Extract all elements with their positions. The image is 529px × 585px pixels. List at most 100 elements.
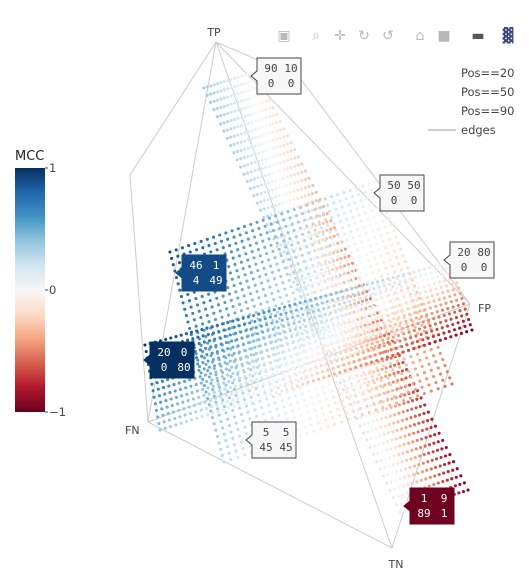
data-point [401,253,405,258]
data-point [368,294,372,298]
data-point [340,306,344,310]
data-point [351,215,355,219]
modebar[interactable]: ▣Download plot as a png ⌕Zoom ✛Pan ↻Orbital… [277,26,513,44]
data-point [405,408,410,413]
hover-toggle-icon[interactable]: ▬Toggle show closest data on hover [471,28,484,44]
data-point [385,440,390,444]
data-point [362,246,366,250]
data-point [425,278,429,282]
annotation-tp90: 90 100 0 [250,57,302,95]
data-point [266,380,270,384]
data-point [366,430,370,434]
data-point [313,228,317,232]
data-point [285,200,289,204]
legend-item[interactable]: Pos==20 [461,66,514,80]
data-point [321,274,325,278]
data-point [290,222,294,226]
data-point [338,273,342,277]
data-point [201,350,205,354]
data-point [323,391,327,395]
data-point [420,297,424,301]
data-point [284,245,288,249]
data-point [431,450,435,454]
data-point [180,246,184,250]
vertex-label-fn: FN [125,424,140,437]
data-point [398,444,402,448]
plotly-logo-icon[interactable]: ▓Produced with Plotly [503,26,514,44]
data-point [285,272,289,276]
orbit-rotation-icon[interactable]: ↻Orbital rotation [358,28,370,44]
camera-icon[interactable]: ▣Download plot as a png [277,28,290,44]
data-point [369,318,373,322]
data-point [367,371,372,375]
data-point [292,189,296,193]
data-point [338,327,342,331]
data-point [344,411,348,415]
pan-icon[interactable]: ✛Pan [334,28,346,44]
data-point [297,364,301,368]
data-point [319,271,323,275]
data-point [162,420,166,424]
data-point [441,291,445,295]
data-point [389,288,393,292]
data-point [418,309,422,313]
data-point [274,162,279,166]
data-point [300,253,304,257]
data-point [215,296,219,300]
data-point [246,258,250,262]
data-point [336,386,340,390]
home-icon[interactable]: ⌂Reset camera to default [416,28,425,44]
data-point [311,243,315,247]
data-point [396,274,400,278]
data-point [357,333,361,338]
data-point [211,388,215,392]
data-point [211,235,216,239]
matrix-cell: 0 [181,346,188,359]
turntable-rotation-icon[interactable]: ↺Turntable rotation [382,28,394,44]
data-point [338,392,342,397]
data-point [217,385,221,389]
data-point [207,244,211,248]
data-point [249,292,253,296]
data-point [396,494,400,498]
data-point [277,316,281,320]
data-point [357,358,361,362]
data-point [239,157,243,161]
data-point [346,369,350,373]
data-point [392,454,396,458]
data-point [293,297,297,301]
data-point [420,314,424,319]
legend-item[interactable]: Pos==50 [461,85,514,99]
data-point [311,402,315,406]
data-point [280,389,284,393]
data-point [260,406,264,410]
camera-view-icon[interactable]: ■Save camera [437,28,450,44]
data-point [314,190,318,194]
data-point [161,386,166,390]
zoom-icon[interactable]: ⌕Zoom [312,28,320,44]
data-point [246,341,251,345]
data-point [214,428,218,432]
data-point [238,406,242,410]
data-point [209,354,213,358]
legend-item[interactable]: Pos==90 [461,104,514,118]
data-point [288,354,293,358]
data-point [216,409,220,413]
data-point [243,453,247,457]
data-point [302,236,306,240]
data-point [229,347,233,351]
data-point [409,300,414,304]
data-point [237,350,241,354]
data-point [433,424,438,428]
data-point [214,343,218,348]
data-point [466,488,470,492]
data-point [329,219,333,223]
legend-item[interactable]: edges [428,123,496,137]
data-point [246,163,250,167]
data-point [265,222,269,227]
data-point [280,212,284,216]
data-point [346,417,350,422]
data-point [413,455,417,460]
data-point [396,370,400,374]
